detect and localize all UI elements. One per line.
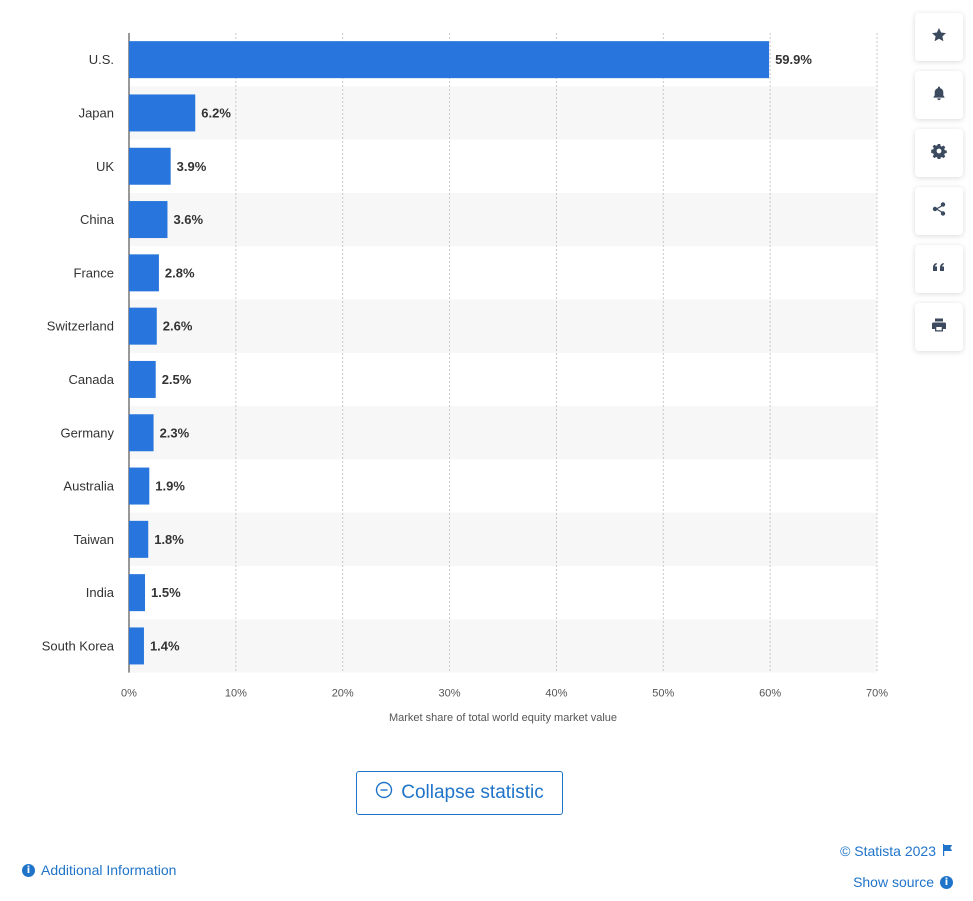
info-icon: i (940, 876, 953, 889)
category-label: Canada (68, 372, 114, 387)
info-icon: i (22, 863, 35, 877)
flag-icon (942, 836, 953, 867)
row-shade (129, 619, 877, 673)
category-label: France (74, 265, 114, 280)
quote-icon (931, 259, 947, 280)
category-label: Switzerland (47, 319, 114, 334)
copyright-text: © Statista 2023 (840, 843, 936, 859)
print-icon (931, 317, 947, 338)
category-label: Taiwan (74, 532, 114, 547)
row-shade (129, 86, 877, 140)
category-label: Germany (61, 425, 115, 440)
copyright-row[interactable]: © Statista 2023 (840, 836, 953, 867)
bar[interactable] (129, 201, 168, 239)
value-label: 1.4% (150, 638, 180, 653)
bar[interactable] (129, 520, 149, 558)
value-label: 3.6% (173, 212, 203, 227)
category-label: U.S. (89, 52, 114, 67)
collapse-statistic-button[interactable]: Collapse statistic (356, 771, 563, 815)
x-tick-label: 40% (545, 688, 567, 700)
show-source-link[interactable]: Show source i (840, 867, 953, 898)
settings-button[interactable] (915, 129, 963, 177)
collapse-label: Collapse statistic (401, 782, 544, 803)
bar[interactable] (129, 41, 770, 79)
x-tick-label: 20% (332, 688, 354, 700)
bar[interactable] (129, 467, 150, 505)
row-shade (129, 406, 877, 460)
category-label: UK (96, 159, 114, 174)
additional-information-text: Additional Information (41, 862, 177, 878)
value-label: 1.9% (155, 479, 185, 494)
share-icon (931, 201, 947, 222)
minus-circle-icon (375, 781, 393, 805)
category-label: Australia (63, 479, 114, 494)
print-button[interactable] (915, 303, 963, 351)
star-icon (931, 27, 947, 48)
bar-chart: U.S. 59.9% Japan 6.2% UK 3.9% China 3.6% France 2… (42, 33, 888, 724)
bar[interactable] (129, 414, 154, 452)
x-tick-label: 0% (121, 688, 137, 700)
x-tick-label: 50% (652, 688, 674, 700)
bar[interactable] (129, 254, 159, 292)
bar[interactable] (129, 307, 157, 345)
cite-button[interactable] (915, 245, 963, 293)
notification-button[interactable] (915, 71, 963, 119)
favorite-button[interactable] (915, 13, 963, 61)
x-tick-label: 10% (225, 688, 247, 700)
side-toolbar (915, 13, 963, 351)
x-tick-label: 60% (759, 688, 781, 700)
value-label: 2.6% (163, 319, 193, 334)
show-source-text: Show source (853, 874, 934, 890)
bar[interactable] (129, 94, 196, 132)
x-axis-title: Market share of total world equity marke… (389, 712, 617, 724)
value-label: 6.2% (201, 105, 231, 120)
value-label: 2.5% (162, 372, 192, 387)
bar[interactable] (129, 574, 146, 612)
category-label: South Korea (42, 638, 115, 653)
value-label: 2.3% (160, 425, 190, 440)
value-label: 3.9% (177, 159, 207, 174)
x-tick-label: 30% (439, 688, 461, 700)
additional-information-link[interactable]: i Additional Information (22, 862, 176, 878)
value-label: 59.9% (775, 52, 812, 67)
value-label: 1.5% (151, 585, 181, 600)
value-label: 2.8% (165, 265, 195, 280)
value-label: 1.8% (154, 532, 184, 547)
row-shade (129, 512, 877, 566)
bar[interactable] (129, 360, 156, 398)
bar[interactable] (129, 147, 171, 185)
bell-icon (931, 85, 947, 106)
x-tick-label: 70% (866, 688, 888, 700)
footer-right: © Statista 2023 Show source i (840, 836, 953, 898)
category-label: Japan (79, 105, 114, 120)
bar[interactable] (129, 627, 144, 665)
category-label: China (80, 212, 115, 227)
row-shade (129, 299, 877, 353)
row-shade (129, 192, 877, 247)
share-button[interactable] (915, 187, 963, 235)
category-label: India (86, 585, 115, 600)
gear-icon (931, 143, 947, 164)
